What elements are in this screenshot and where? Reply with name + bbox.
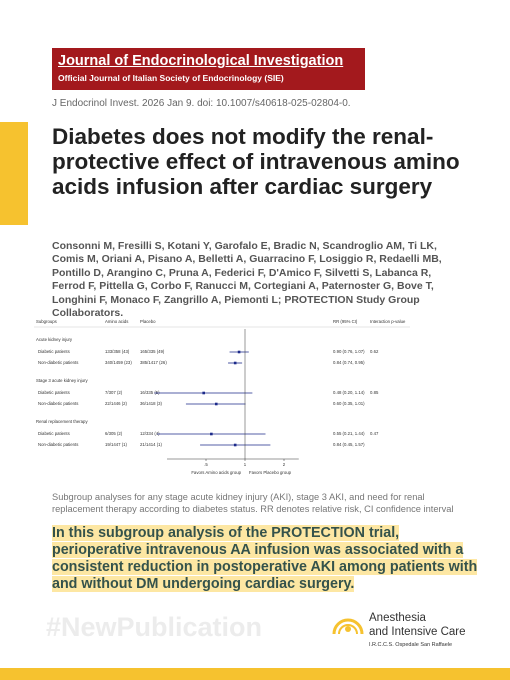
- point-estimate: [210, 432, 213, 436]
- highlight: In this subgroup analysis of the PROTECT…: [52, 525, 482, 593]
- section-title: Stage 3 acute kidney injury: [36, 378, 88, 383]
- point-estimate: [214, 402, 218, 406]
- title: Diabetes does not modify the renal-prote…: [52, 124, 460, 199]
- placebo: 36/1418 (3): [140, 401, 163, 406]
- section-title: Acute kidney injury: [36, 337, 73, 342]
- logo-icon: [332, 618, 364, 635]
- point-estimate: [233, 443, 237, 447]
- interaction-p: 0.85: [370, 390, 379, 395]
- column-header: RR (95% CI): [333, 319, 358, 324]
- amino-acids: 6/305 (2): [105, 431, 123, 436]
- placebo: 385/1417 (26): [140, 360, 167, 365]
- authors: Consonni M, Fresilli S, Kotani Y, Garofa…: [52, 240, 442, 320]
- rr: 0.84 (0.74, 0.95): [333, 360, 365, 365]
- subgroup: Diabetic patients: [38, 349, 70, 354]
- favors-left: Favors Amino acids group: [191, 470, 241, 475]
- journal-name: Journal of Endocrinological Investigatio…: [58, 53, 344, 69]
- rr: 0.84 (0.45, 1.57): [333, 442, 365, 447]
- subgroup: Non-diabetic patients: [38, 401, 78, 406]
- placebo: 16/335 (5): [140, 390, 160, 395]
- favors-right: Favors Placebo group: [249, 470, 292, 475]
- amino-acids: 19/1447 (1): [105, 442, 128, 447]
- caption: Subgroup analyses for any stage acute ki…: [52, 492, 454, 514]
- column-header: Interaction p-value: [370, 319, 406, 324]
- logo-name: Anesthesia: [369, 612, 426, 624]
- placebo: 21/1414 (1): [140, 442, 163, 447]
- interaction-p: 0.62: [370, 349, 379, 354]
- section-title: Renal replacement therapy: [36, 419, 88, 424]
- rr: 0.48 (0.20, 1.14): [333, 390, 365, 395]
- highlight-text: In this subgroup analysis of the PROTECT…: [52, 525, 478, 592]
- amino-acids: 22/1446 (2): [105, 401, 128, 406]
- point-estimate: [237, 350, 241, 354]
- subgroup: Diabetic patients: [38, 390, 70, 395]
- logo-institution: I.R.C.C.S. Ospedale San Raffaele: [369, 642, 453, 648]
- amino-acids: 133/358 (43): [105, 349, 130, 354]
- journal-subtitle: Official Journal of Italian Society of E…: [58, 73, 284, 83]
- amino-acids: 340/1459 (23): [105, 360, 132, 365]
- amino-acids: 7/307 (2): [105, 390, 123, 395]
- rr: 0.90 (0.76, 1.07): [333, 349, 365, 354]
- interaction-p: 0.47: [370, 431, 379, 436]
- logo-name: and Intensive Care: [369, 626, 466, 638]
- placebo: 12/334 (4): [140, 431, 160, 436]
- column-header: Amino acids: [105, 319, 128, 324]
- tick-label: 2: [283, 462, 286, 467]
- tick-label: .5: [204, 462, 208, 467]
- forest-plot: Subgroups Amino acids Placebo RR (95% CI) In…: [34, 319, 410, 475]
- subgroup: Non-diabetic patients: [38, 442, 78, 447]
- accent-bar: [0, 122, 28, 225]
- column-header: Placebo: [140, 319, 156, 324]
- subgroup: Diabetic patients: [38, 431, 70, 436]
- journal-banner: Journal of Endocrinological Investigatio…: [52, 48, 365, 90]
- subgroup: Non-diabetic patients: [38, 360, 78, 365]
- point-estimate: [233, 361, 237, 365]
- placebo: 165/335 (49): [140, 349, 165, 354]
- point-estimate: [202, 391, 206, 395]
- hashtag: #NewPublication: [46, 612, 263, 642]
- bottom-strip: [0, 668, 510, 680]
- column-header: Subgroups: [36, 319, 57, 324]
- tick-label: 1: [244, 462, 247, 467]
- rr: 0.60 (0.35, 1.01): [333, 401, 365, 406]
- citation: J Endocrinol Invest. 2026 Jan 9. doi: 10…: [52, 98, 351, 109]
- rr: 0.55 (0.21, 1.44): [333, 431, 365, 436]
